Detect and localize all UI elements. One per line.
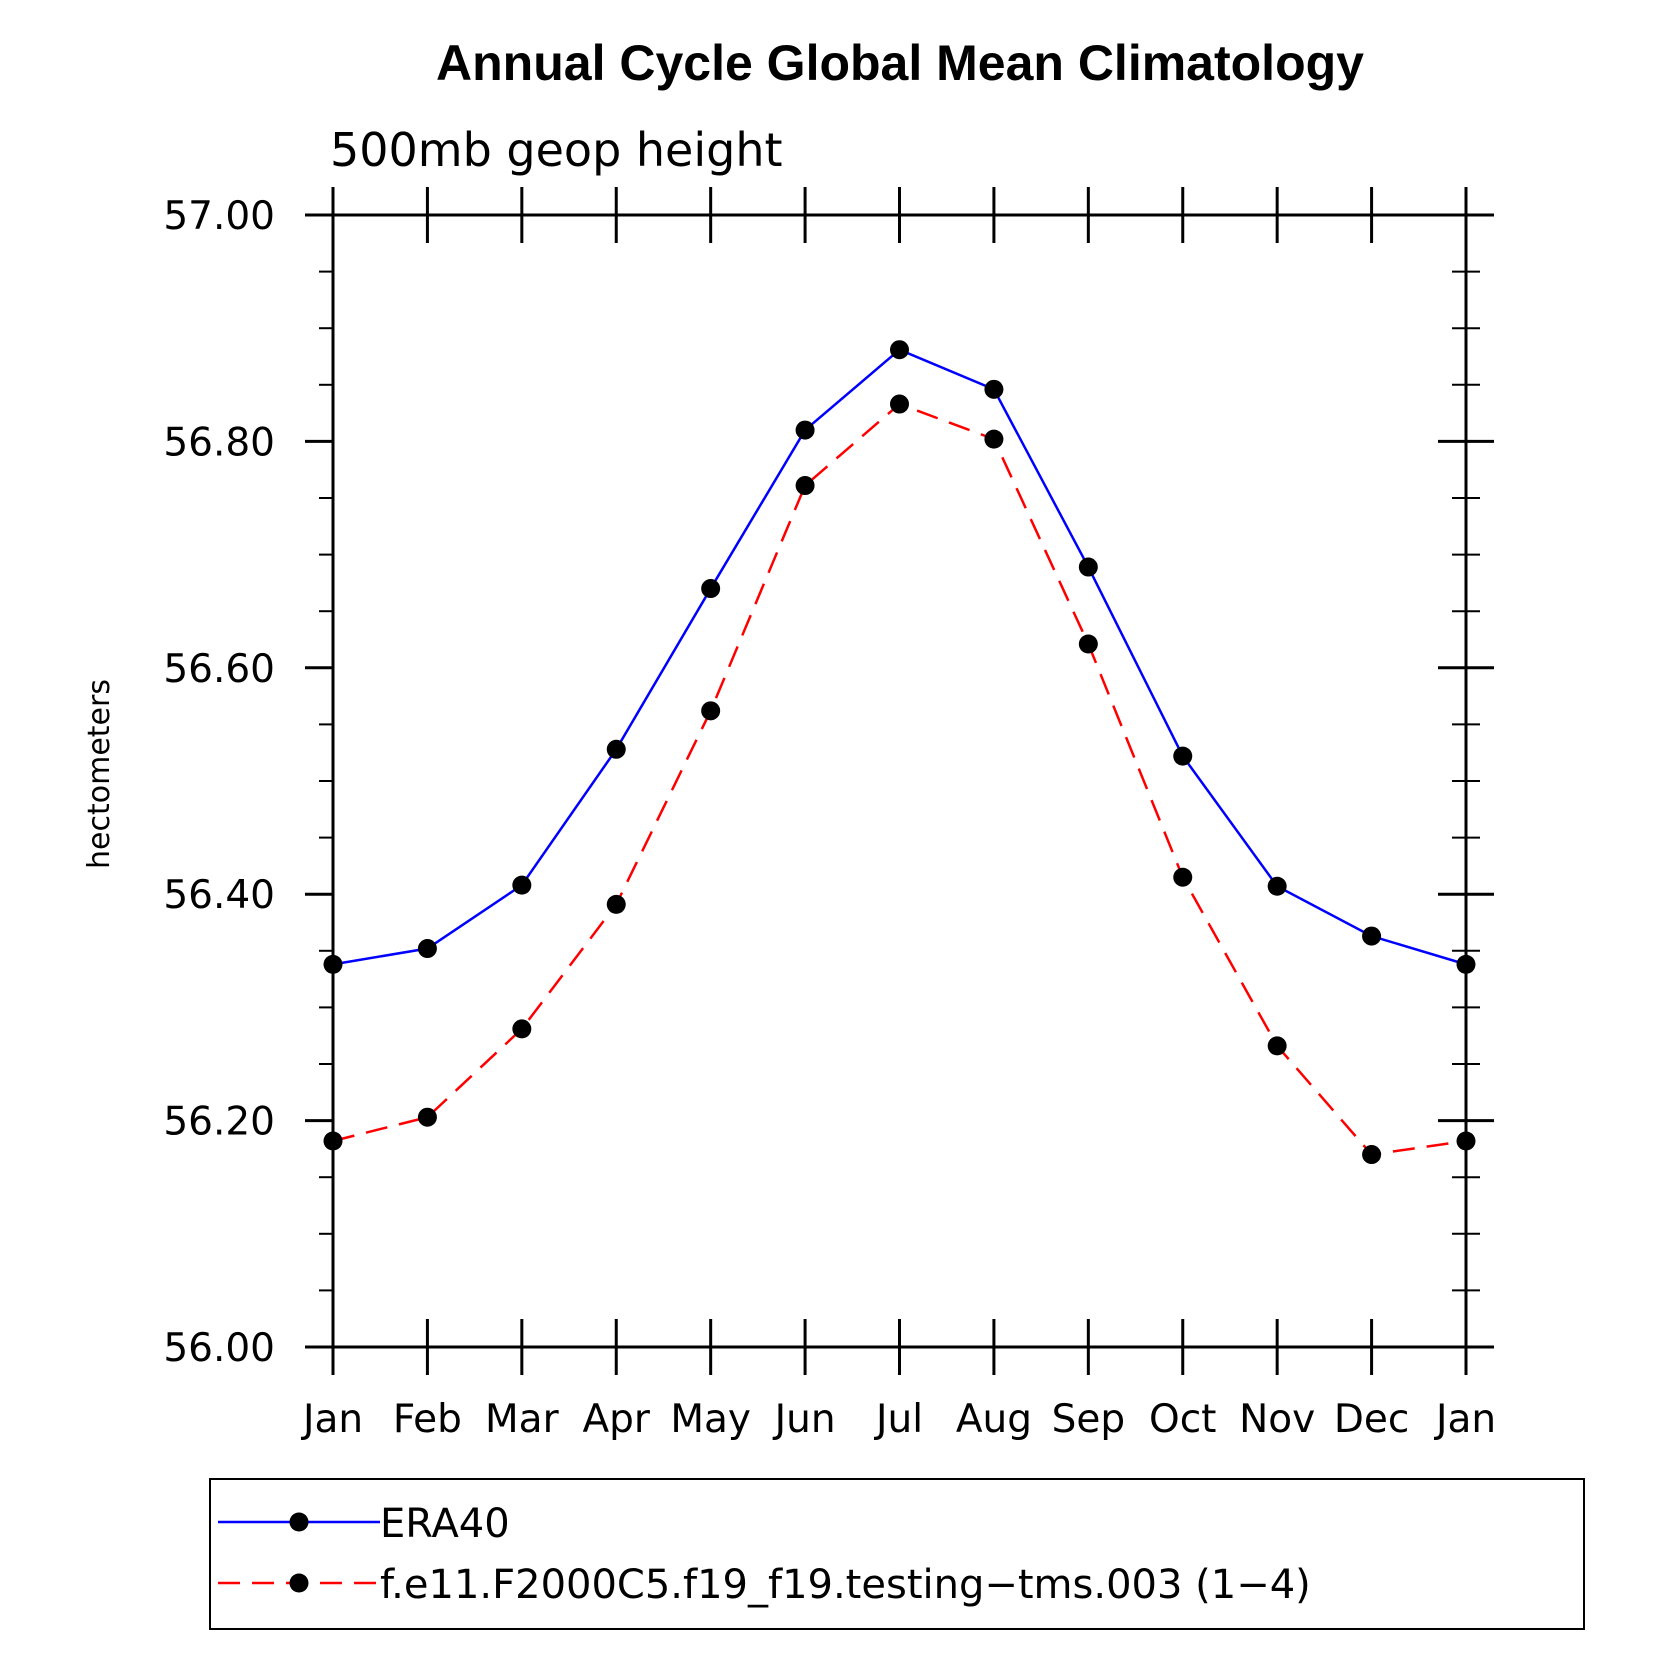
y-tick-labels: 57.00 56.80 56.60 56.40 56.20 56.00 [163, 194, 275, 1371]
y-tick-label: 56.00 [163, 1326, 275, 1371]
data-point [1078, 634, 1098, 654]
x-tick-labels: Jan Feb Mar Apr May Jun Jul Aug Sep Oct Nov Dec Jan [300, 1397, 1496, 1442]
axes [305, 187, 1494, 1375]
chart-title: Annual Cycle Global Mean Climatology [436, 35, 1364, 91]
y-tick-label: 57.00 [163, 194, 275, 239]
x-tick-label: Aug [956, 1397, 1032, 1442]
data-point [417, 1107, 437, 1127]
x-tick-label: Sep [1052, 1397, 1126, 1442]
data-point [1362, 926, 1382, 946]
legend-marker [289, 1573, 309, 1593]
data-point [417, 939, 437, 959]
x-tick-label: Oct [1149, 1397, 1216, 1442]
series-layer [323, 340, 1476, 1165]
data-point [1173, 867, 1193, 887]
data-point [890, 340, 909, 360]
chart-subtitle: 500mb geop height [330, 123, 783, 177]
data-point [512, 1019, 532, 1039]
data-point [606, 739, 626, 759]
y-tick-label: 56.60 [163, 647, 275, 692]
data-point [1362, 1145, 1382, 1165]
y-tick-label: 56.80 [163, 420, 275, 465]
data-point [701, 701, 721, 721]
legend-box [209, 1478, 1585, 1630]
data-point [1267, 1036, 1287, 1056]
data-point [1078, 557, 1098, 577]
data-point [1267, 876, 1287, 896]
data-point [795, 476, 815, 496]
data-point [323, 1131, 343, 1151]
data-point [1456, 1131, 1476, 1151]
data-point [512, 875, 532, 895]
data-point [984, 429, 1004, 449]
series-1 [323, 394, 1476, 1165]
x-tick-label: Dec [1334, 1397, 1409, 1442]
data-point [1173, 746, 1193, 766]
x-tick-label: Jan [1433, 1397, 1496, 1442]
x-tick-label: May [670, 1397, 751, 1442]
legend-label: f.e11.F2000C5.f19_f19.testing−tms.003 (1… [380, 1562, 1311, 1608]
data-point [606, 894, 626, 914]
x-tick-label: Jun [772, 1397, 836, 1442]
legend-marker [289, 1512, 309, 1532]
data-point [890, 394, 909, 414]
y-tick-label: 56.20 [163, 1100, 275, 1145]
plot-frame [331, 213, 1468, 1349]
x-tick-label: Nov [1239, 1397, 1315, 1442]
x-tick-label: Feb [393, 1397, 462, 1442]
y-tick-label: 56.40 [163, 873, 275, 918]
series-line [332, 348, 1467, 966]
data-point [1456, 954, 1476, 974]
data-point [984, 379, 1004, 399]
x-tick-label: Jan [300, 1397, 363, 1442]
data-point [701, 579, 721, 599]
series-0 [323, 340, 1476, 974]
series-line [332, 402, 1467, 1156]
data-point [795, 420, 815, 440]
legend-label: ERA40 [380, 1501, 510, 1547]
x-tick-label: Mar [485, 1397, 560, 1442]
x-tick-label: Jul [873, 1397, 923, 1442]
x-tick-label: Apr [583, 1397, 651, 1442]
data-point [323, 954, 343, 974]
legend: ERA40 f.e11.F2000C5.f19_f19.testing−tms.0… [209, 1478, 1585, 1630]
y-axis-label: hectometers [82, 679, 117, 869]
